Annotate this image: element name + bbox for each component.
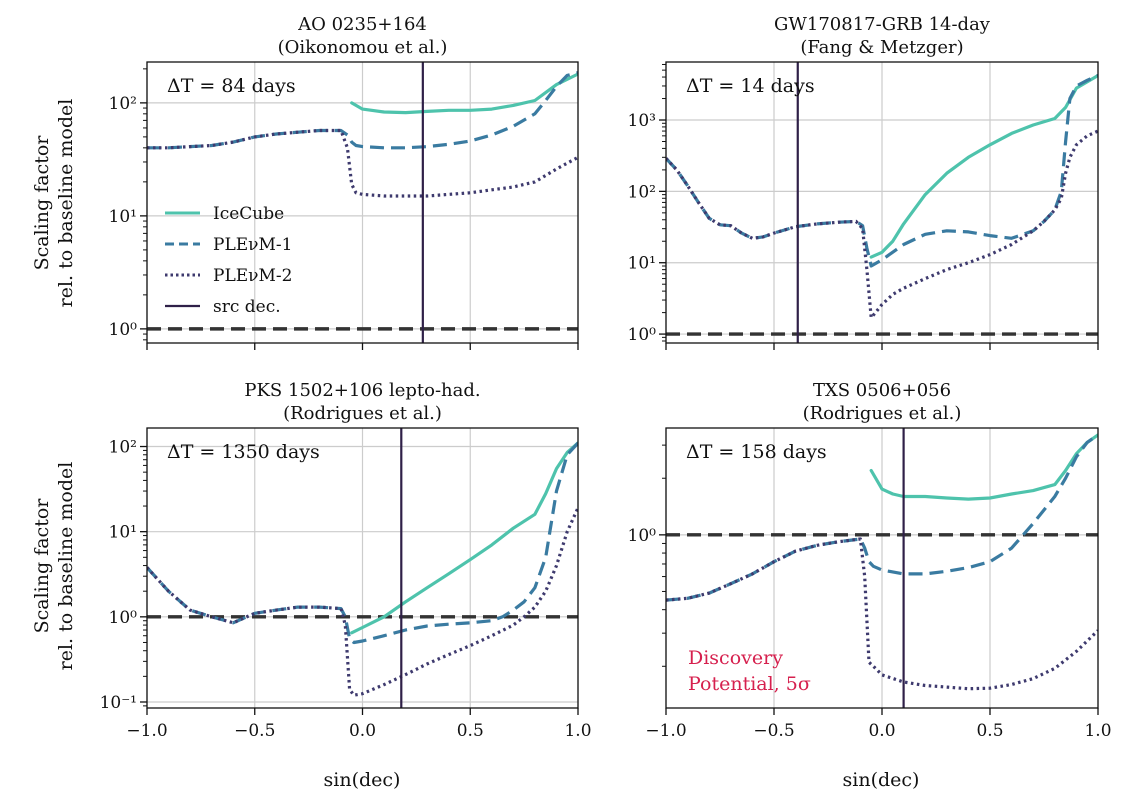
series-line-3 <box>147 507 578 697</box>
ylabel-bottom-line2: rel. to baseline model <box>55 462 77 671</box>
delta-t-label: ΔT = 84 days <box>167 75 296 97</box>
x-tick-label: −1.0 <box>645 721 686 741</box>
x-tick-label: 0.0 <box>868 721 895 741</box>
annotation-line1: Discovery <box>688 647 783 669</box>
x-tick-label: −1.0 <box>126 721 167 741</box>
ylabel-top-line2: rel. to baseline model <box>55 99 77 308</box>
y-tick-label: 10³ <box>628 111 656 131</box>
y-tick-label: 10⁰ <box>628 325 657 345</box>
series-line-1 <box>350 441 578 635</box>
y-tick-label: 10² <box>628 182 656 202</box>
series-line-2 <box>666 433 1098 602</box>
series-line-2 <box>147 441 578 645</box>
panel-subtitle: (Rodrigues et al.) <box>283 403 442 424</box>
annotation-line2: Potential, 5σ <box>688 673 811 695</box>
x-tick-label: 1.0 <box>1084 721 1111 741</box>
y-tick-label: 10² <box>109 94 137 114</box>
panel-title: AO 0235+164 <box>297 14 427 35</box>
panel-2: 10⁰ 10¹ 10² 10³ GW170817-GRB 14-day(Fang & M… <box>628 14 1099 350</box>
y-tick-label: 10¹ <box>109 523 137 543</box>
ylabel-bottom-line1: Scaling factor <box>31 498 53 634</box>
legend-label-1: IceCube <box>213 204 284 224</box>
delta-t-label: ΔT = 1350 days <box>167 441 320 463</box>
plot-area <box>666 62 1098 343</box>
xlabel-left: sin(dec) <box>324 769 401 791</box>
plot-area <box>147 428 578 708</box>
panel-3: −1.0 −0.5 0.0 0.5 1.0 10⁻¹ 10⁰ 10¹ 10² PKS 1502+1… <box>100 380 592 741</box>
y-tick-label: 10⁻¹ <box>100 693 137 713</box>
y-tick-label: 10² <box>109 438 137 458</box>
y-tick-label: 10⁰ <box>109 320 138 340</box>
x-tick-label: 0.5 <box>457 721 484 741</box>
panel-title: GW170817-GRB 14-day <box>774 14 991 35</box>
panel-title: PKS 1502+106 lepto-had. <box>244 380 480 401</box>
delta-t-label: ΔT = 158 days <box>686 441 827 463</box>
ylabel-top-line1: Scaling factor <box>31 135 53 271</box>
legend-label-3: PLEνM-2 <box>213 266 292 286</box>
x-tick-label: −0.5 <box>753 721 794 741</box>
series-line-3 <box>666 129 1098 320</box>
y-tick-label: 10⁰ <box>628 526 657 546</box>
ylabel-top: Scaling factor rel. to baseline model <box>31 99 77 308</box>
ylabel-bottom: Scaling factor rel. to baseline model <box>31 462 77 671</box>
panel-1: 10⁰ 10¹ 10² AO 0235+164(Oikonomou et al.) ΔT… <box>109 14 579 350</box>
series-line-1 <box>350 72 578 115</box>
y-tick-label: 10¹ <box>109 207 137 227</box>
delta-t-label: ΔT = 14 days <box>686 75 815 97</box>
plot-area <box>147 62 578 343</box>
series-line-1 <box>869 433 1098 501</box>
panel-subtitle: (Fang & Metzger) <box>800 37 963 58</box>
legend-label-2: PLEνM-1 <box>213 235 292 255</box>
x-tick-label: 0.0 <box>349 721 376 741</box>
xlabel-right: sin(dec) <box>843 769 920 791</box>
legend: IceCube PLEνM-1 PLEνM-2 src dec. <box>165 204 292 317</box>
x-tick-label: −0.5 <box>234 721 275 741</box>
panel-title: TXS 0506+056 <box>813 380 951 401</box>
plot-area <box>666 428 1098 708</box>
panel-4: −1.0 −0.5 0.0 0.5 1.0 10⁰ TXS 0506+056(Rodrigu… <box>628 380 1112 741</box>
legend-label-4: src dec. <box>213 297 281 317</box>
y-tick-label: 10¹ <box>628 254 656 274</box>
y-tick-label: 10⁰ <box>109 608 138 628</box>
panel-subtitle: (Oikonomou et al.) <box>278 37 448 58</box>
x-tick-label: 0.5 <box>976 721 1003 741</box>
series-line-1 <box>869 73 1098 259</box>
panel-subtitle: (Rodrigues et al.) <box>803 403 962 424</box>
x-tick-label: 1.0 <box>564 721 591 741</box>
